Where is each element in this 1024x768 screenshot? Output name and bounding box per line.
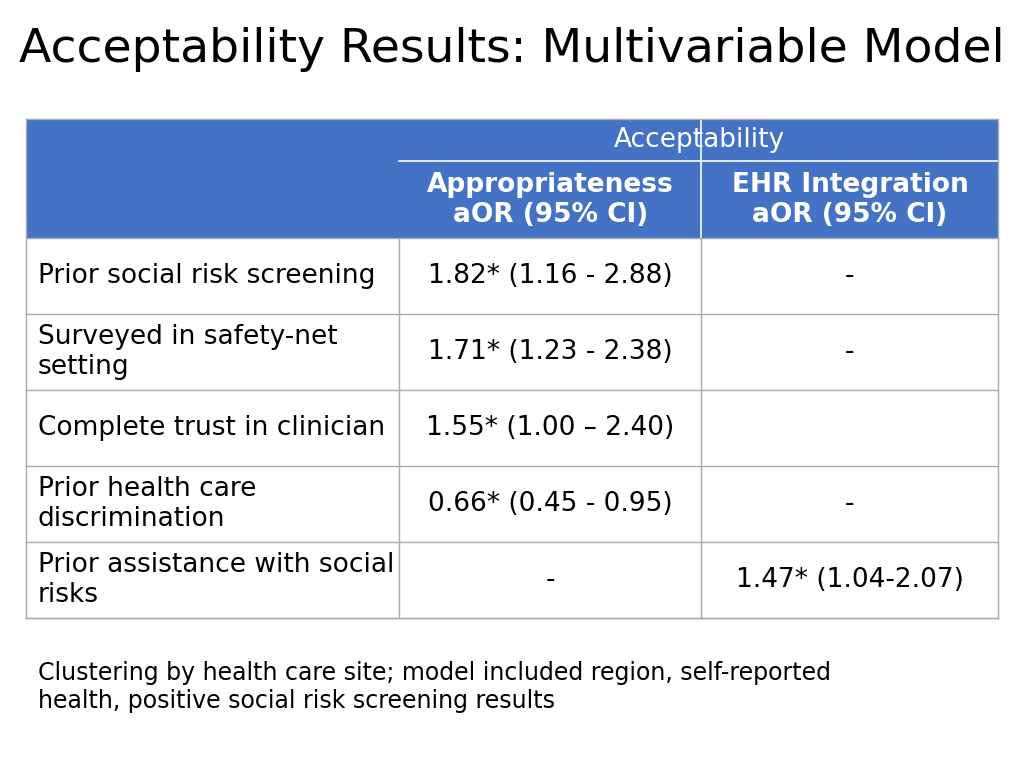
Bar <box>26 542 998 618</box>
Text: -: - <box>845 339 855 365</box>
Text: Appropriateness
aOR (95% CI): Appropriateness aOR (95% CI) <box>427 172 674 227</box>
Bar <box>26 238 998 314</box>
Text: Acceptability: Acceptability <box>613 127 784 153</box>
Text: EHR Integration
aOR (95% CI): EHR Integration aOR (95% CI) <box>731 172 969 227</box>
Text: Acceptability Results: Multivariable Model: Acceptability Results: Multivariable Mod… <box>19 28 1005 72</box>
Text: Complete trust in clinician: Complete trust in clinician <box>38 415 385 441</box>
Text: -: - <box>845 492 855 517</box>
Bar <box>26 466 998 542</box>
Bar <box>26 314 998 390</box>
Bar <box>26 390 998 466</box>
Text: Prior health care
discrimination: Prior health care discrimination <box>38 476 256 532</box>
Text: 0.66* (0.45 - 0.95): 0.66* (0.45 - 0.95) <box>428 492 673 517</box>
Text: 1.55* (1.00 – 2.40): 1.55* (1.00 – 2.40) <box>426 415 675 441</box>
Text: Clustering by health care site; model included region, self-reported
health, pos: Clustering by health care site; model in… <box>38 661 830 713</box>
Text: 1.71* (1.23 - 2.38): 1.71* (1.23 - 2.38) <box>428 339 673 365</box>
Bar <box>26 161 998 238</box>
Text: Prior social risk screening: Prior social risk screening <box>38 263 375 289</box>
Text: -: - <box>845 263 855 289</box>
Text: Surveyed in safety-net
setting: Surveyed in safety-net setting <box>38 324 338 380</box>
Bar <box>26 119 998 161</box>
Text: -: - <box>546 568 555 593</box>
Text: 1.47* (1.04-2.07): 1.47* (1.04-2.07) <box>736 568 964 593</box>
Text: 1.82* (1.16 - 2.88): 1.82* (1.16 - 2.88) <box>428 263 673 289</box>
Text: Prior assistance with social
risks: Prior assistance with social risks <box>38 552 394 608</box>
